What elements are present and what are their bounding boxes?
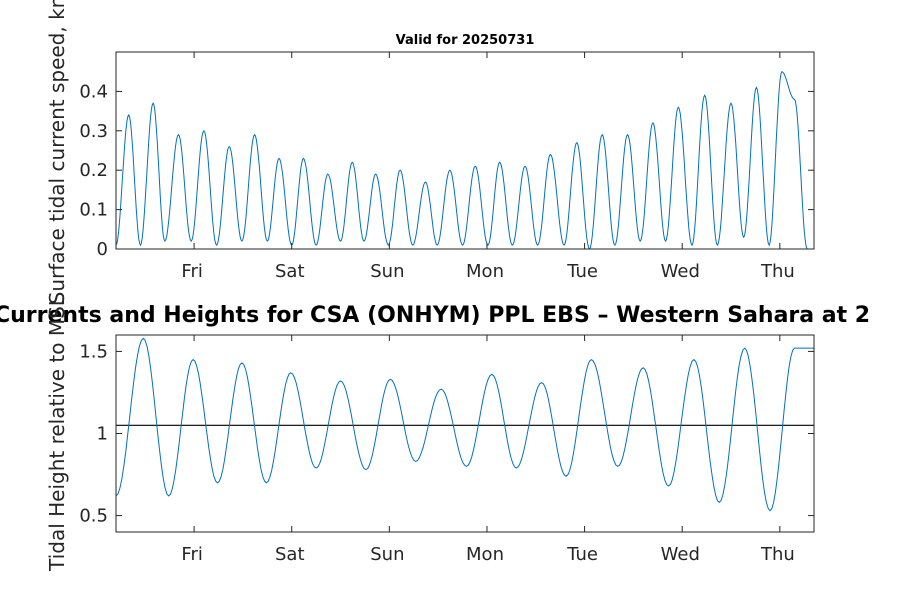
y-tick-label: 0.3 [79, 121, 108, 142]
current-speed-ticks: Fri Sat Sun Mon Tue Wed Thu 0 0.1 0.2 0.3 0.4 [79, 52, 814, 282]
current-speed-axes-frame [115, 51, 815, 250]
tidal-height-ticks: Fri Sat Sun Mon Tue Wed Thu 0.5 1 1.5 [79, 335, 814, 565]
tidal-height-series-line [116, 337, 814, 512]
x-tick-label: Sun [370, 261, 404, 282]
x-tick-label: Sat [275, 261, 305, 282]
x-tick-label: Wed [661, 261, 700, 282]
x-tick-label: Sun [370, 544, 404, 565]
tidal-height-axes-frame [115, 334, 815, 533]
x-tick-label: Mon [466, 261, 504, 282]
x-tick-label: Fri [181, 544, 202, 565]
x-tick-label: Tue [566, 261, 598, 282]
current-speed-plot-area [116, 71, 814, 249]
current-speed-series-line [116, 71, 814, 249]
y-tick-label: 0.2 [79, 160, 108, 181]
figure-title: Currents and Heights for CSA (ONHYM) PPL… [0, 303, 870, 328]
y-tick-label: 0.5 [79, 506, 108, 527]
y-tick-label: 0.1 [79, 200, 108, 221]
tidal-height-plot-area [116, 337, 814, 512]
x-tick-label: Tue [566, 544, 598, 565]
current-speed-panel: Valid for 20250731 Surface tidal current… [45, 0, 815, 304]
tidal-height-ylabel: Tidal Height relative to MSL [45, 294, 69, 572]
tidal-height-panel: Tidal Height relative to MSL Fri Sat Sun Mo… [45, 294, 815, 572]
x-tick-label: Mon [466, 544, 504, 565]
x-tick-label: Thu [760, 261, 795, 282]
current-speed-ylabel: Surface tidal current speed, kn [45, 0, 69, 304]
y-tick-label: 0.4 [79, 81, 108, 102]
x-tick-label: Thu [760, 544, 795, 565]
x-tick-label: Fri [181, 261, 202, 282]
chart-title: Valid for 20250731 [396, 33, 535, 48]
y-tick-label: 0 [97, 239, 108, 260]
y-tick-label: 1.5 [79, 341, 108, 362]
x-tick-label: Wed [661, 544, 700, 565]
y-tick-label: 1 [97, 424, 108, 445]
x-tick-label: Sat [275, 544, 305, 565]
